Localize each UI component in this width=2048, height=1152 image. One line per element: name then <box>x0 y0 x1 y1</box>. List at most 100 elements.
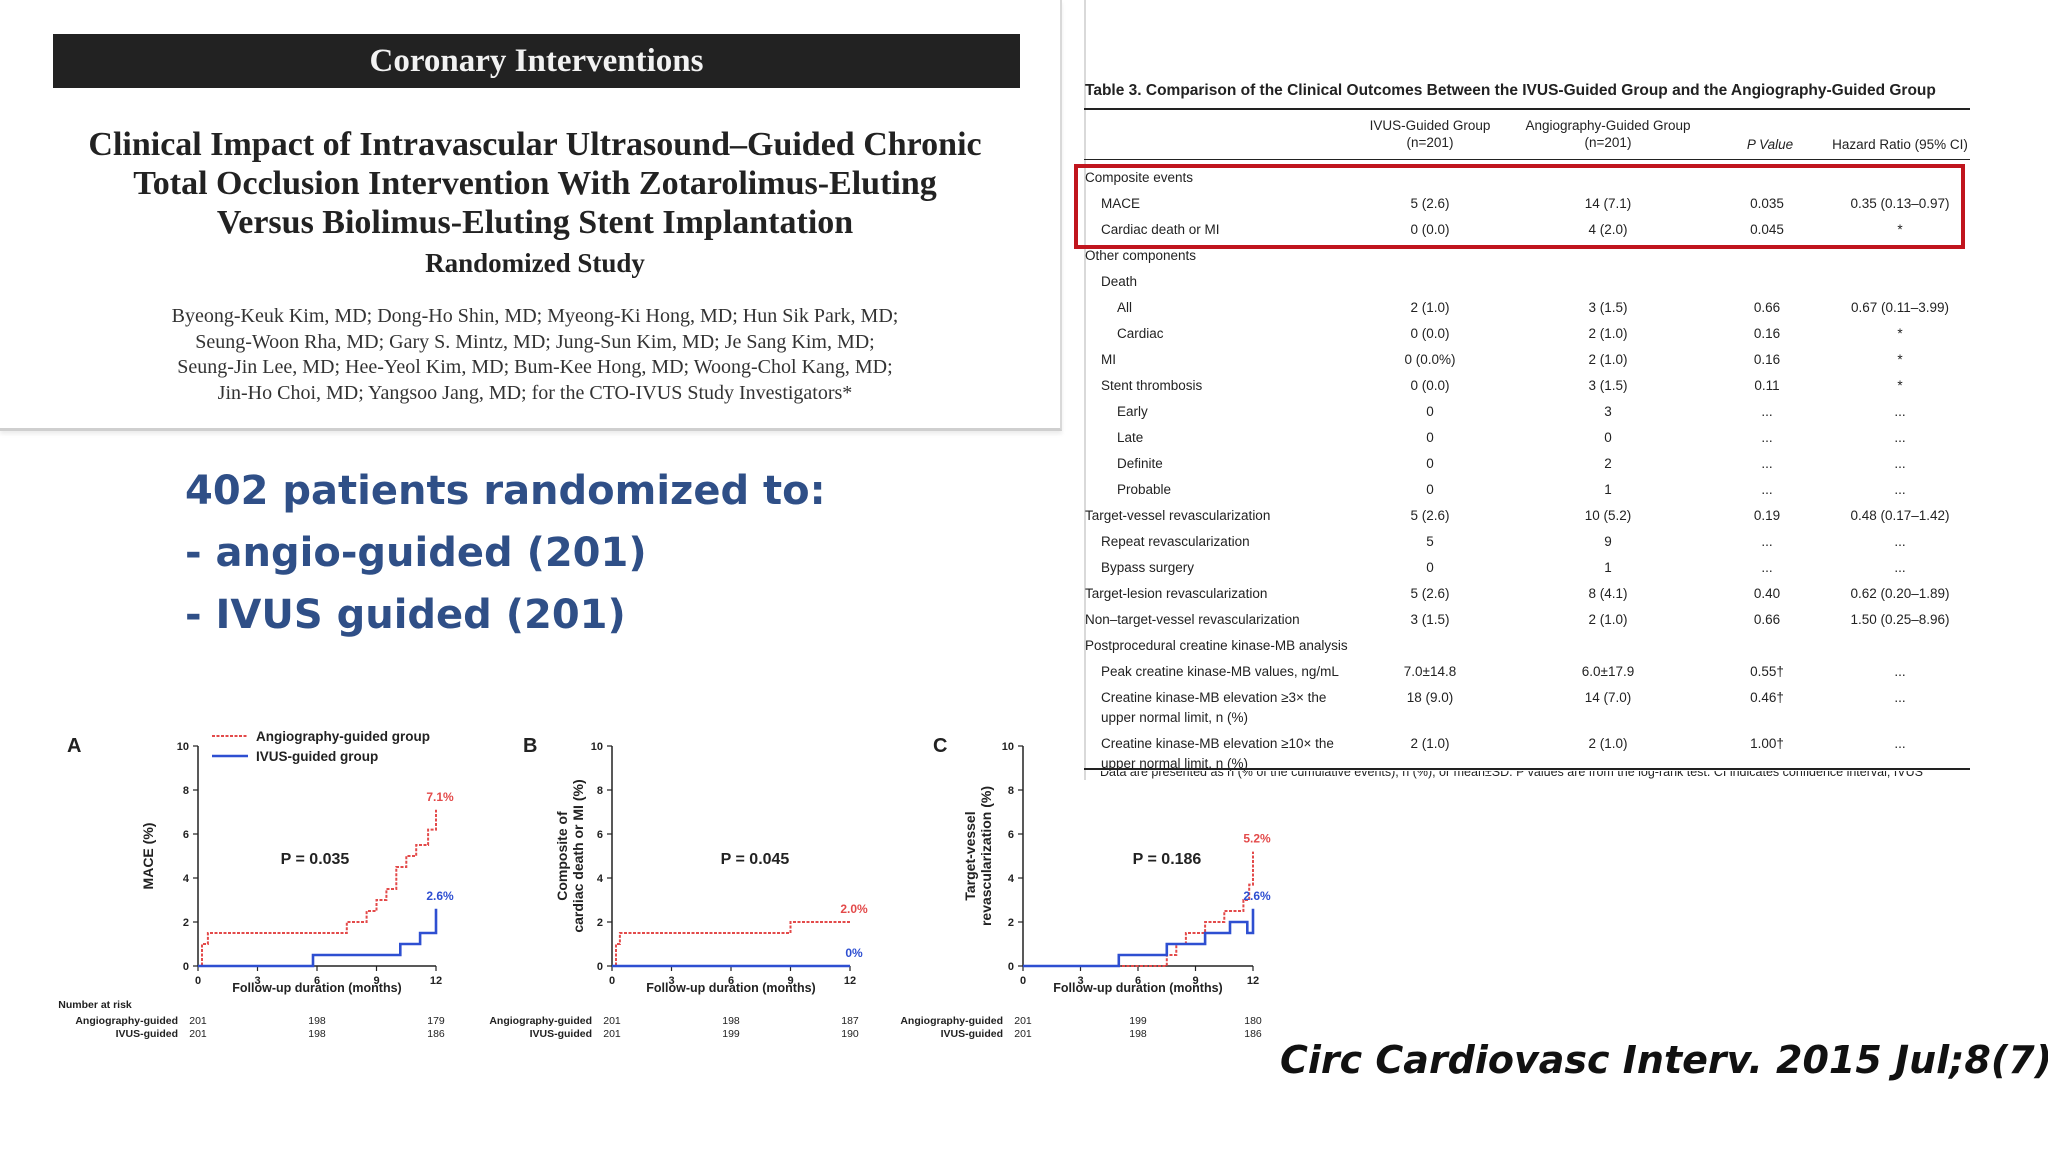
x-tick-label: 9 <box>373 975 379 987</box>
table-cell-ivus: 0 (0.0%) <box>1404 352 1456 367</box>
y-tick-label: 10 <box>591 741 603 753</box>
paper-title: Clinical Impact of Intravascular Ultraso… <box>40 125 1030 242</box>
row-label-text: Probable <box>1117 482 1172 497</box>
row-label-text: Other components <box>1085 248 1197 263</box>
table-cell-angio: 2 (1.0) <box>1588 352 1628 367</box>
table-cell-angio: 2 (1.0) <box>1588 736 1628 751</box>
randomization-summary: 402 patients randomized to: - angio-guid… <box>185 460 826 646</box>
x-tick-label: 0 <box>1020 975 1026 987</box>
x-tick-label: 0 <box>195 975 201 987</box>
table-cell-hr: ... <box>1894 560 1906 575</box>
y-tick-label: 8 <box>1008 785 1014 797</box>
x-tick-label: 12 <box>430 975 442 987</box>
x-tick-label: 6 <box>1135 975 1141 987</box>
table-cell-p: 0.045 <box>1750 222 1784 237</box>
table-cell-ivus: 7.0±14.8 <box>1403 664 1457 679</box>
table-cell-angio: 4 (2.0) <box>1588 222 1628 237</box>
table-cell-p: 0.16 <box>1753 326 1781 341</box>
table-cell-hr: 0.48 (0.17–1.42) <box>1850 508 1950 523</box>
composite-events-highlight <box>1074 164 1965 249</box>
table-cell-angio: 2 (1.0) <box>1588 326 1628 341</box>
risk-table-row-label: Angiography-guided <box>900 1015 1003 1027</box>
x-tick-label: 12 <box>1247 975 1259 987</box>
header-ivus-name: IVUS-Guided Group <box>1369 118 1491 133</box>
header-ivus: IVUS-Guided Group (n=201) <box>1345 117 1515 151</box>
x-axis-label: Follow-up duration (months) <box>1053 981 1222 995</box>
row-label-text: Peak creatine kinase-MB values, ng/mL <box>1101 664 1339 679</box>
table-cell-angio: 9 <box>1604 534 1612 549</box>
table-cell-ivus: 0 <box>1426 430 1434 445</box>
risk-table-row-label: IVUS-guided <box>941 1028 1003 1040</box>
p-value-label: P = 0.045 <box>721 851 790 868</box>
table-cell-hr: * <box>1897 378 1903 393</box>
risk-table-value: 180 <box>1244 1015 1262 1027</box>
table-footnote: Data are presented as n (% of the cumula… <box>1100 771 1960 781</box>
x-tick-label: 3 <box>254 975 260 987</box>
table-cell-hr: ... <box>1894 664 1906 679</box>
y-tick-label: 4 <box>1008 873 1015 885</box>
table-row-label: Creatine kinase-MB elevation ≥10× the upp… <box>1101 734 1334 774</box>
x-tick-label: 6 <box>728 975 734 987</box>
x-axis-label: Follow-up duration (months) <box>646 981 815 995</box>
y-tick-label: 0 <box>1008 961 1014 973</box>
header-hazard-ratio: Hazard Ratio (95% CI) <box>1832 137 1968 152</box>
x-tick-label: 12 <box>844 975 856 987</box>
table-cell-hr: ... <box>1894 430 1906 445</box>
table-cell-hr: * <box>1897 222 1903 237</box>
table-row-label: Cardiac <box>1117 324 1164 344</box>
table-cell-ivus: 5 <box>1426 534 1434 549</box>
table-cell-hr: ... <box>1894 736 1906 751</box>
table-row-label: All <box>1117 298 1132 318</box>
row-label-text: Late <box>1117 430 1144 445</box>
row-label-text: Early <box>1117 404 1148 419</box>
row-label-text: Creatine kinase-MB elevation ≥3× the <box>1101 690 1327 705</box>
outcomes-table-panel <box>1084 0 1984 780</box>
risk-table-value: 187 <box>841 1015 859 1027</box>
table-row-label: Composite events <box>1085 168 1193 188</box>
y-tick-label: 4 <box>183 873 190 885</box>
risk-table-value: 201 <box>1014 1028 1032 1040</box>
table-row-label: Target-vessel revascularization <box>1085 506 1270 526</box>
y-tick-label: 0 <box>183 961 189 973</box>
table-cell-hr: 1.50 (0.25–8.96) <box>1850 612 1950 627</box>
row-label-text: Stent thrombosis <box>1101 378 1203 393</box>
table-cell-ivus: 0 (0.0) <box>1410 222 1450 237</box>
table-row-label: Cardiac death or MI <box>1101 220 1220 240</box>
risk-table-value: 186 <box>427 1028 445 1040</box>
paper-title-line: Clinical Impact of Intravascular Ultraso… <box>88 126 982 163</box>
table-cell-ivus: 18 (9.0) <box>1406 690 1454 705</box>
row-label-text: Death <box>1101 274 1138 289</box>
x-tick-label: 0 <box>609 975 615 987</box>
x-tick-label: 3 <box>668 975 674 987</box>
table-cell-p: ... <box>1761 560 1773 575</box>
risk-table-value: 201 <box>603 1015 621 1027</box>
angiography-survival-curve <box>612 921 850 967</box>
author-line: Byeong-Keuk Kim, MD; Dong-Ho Shin, MD; M… <box>171 305 899 327</box>
table-cell-hr: * <box>1897 326 1903 341</box>
row-label-text: Definite <box>1117 456 1163 471</box>
x-tick-label: 9 <box>787 975 793 987</box>
table-cell-ivus: 5 (2.6) <box>1410 586 1450 601</box>
risk-table-value: 199 <box>722 1028 740 1040</box>
risk-table-row-label: Angiography-guided <box>75 1015 178 1027</box>
table-cell-p: ... <box>1761 430 1773 445</box>
row-label-text: Postprocedural creatine kinase-MB analys… <box>1085 638 1348 653</box>
table-row-label: Probable <box>1117 480 1171 500</box>
table-caption: Table 3. Comparison of the Clinical Outc… <box>1085 82 1936 99</box>
summary-headline: 402 patients randomized to: <box>185 468 826 514</box>
table-cell-ivus: 0 <box>1426 456 1434 471</box>
table-cell-p: 0.66 <box>1753 612 1781 627</box>
x-tick-label: 6 <box>314 975 320 987</box>
table-cell-p: 0.19 <box>1753 508 1781 523</box>
table-row-label: Death <box>1101 272 1137 292</box>
summary-bullet-angio: - angio-guided (201) <box>185 530 647 576</box>
table-row-label: MACE <box>1101 194 1140 214</box>
panel-letter-B: B <box>523 735 537 757</box>
x-tick-label: 9 <box>1192 975 1198 987</box>
table-cell-angio: 1 <box>1604 482 1612 497</box>
table-cell-angio: 14 (7.0) <box>1584 690 1632 705</box>
risk-table-value: 201 <box>189 1015 207 1027</box>
y-axis-label: cardiac death or MI (%) <box>570 779 586 932</box>
row-label-text: Cardiac death or MI <box>1101 222 1220 237</box>
table-cell-hr: ... <box>1894 534 1906 549</box>
